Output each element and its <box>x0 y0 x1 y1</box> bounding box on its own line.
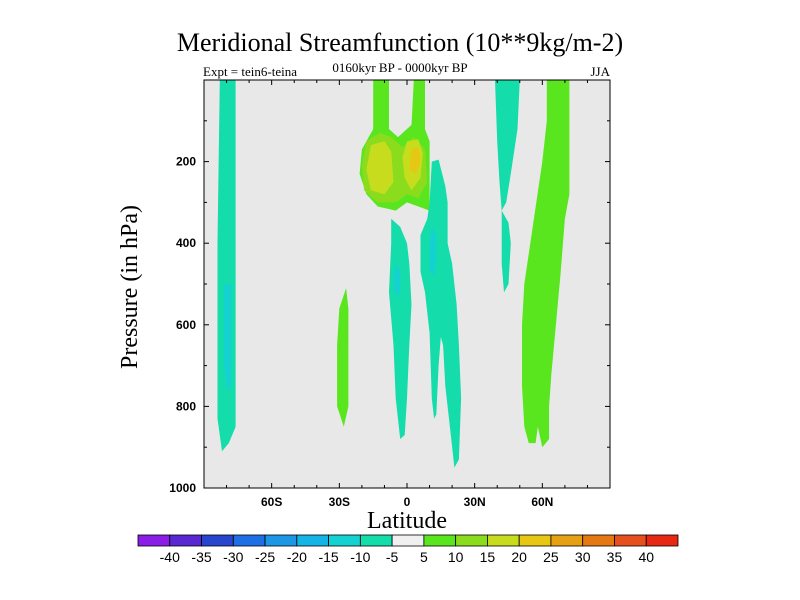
x-tick-label: 0 <box>404 495 411 509</box>
y-tick-label: 200 <box>176 155 196 169</box>
colorbar-label: 35 <box>607 549 623 565</box>
sh-high-lat-negative-column <box>217 80 236 452</box>
x-tick-label: 30N <box>464 495 486 509</box>
colorbar-swatch <box>582 534 615 547</box>
colorbar: -40 -35 -30 -25 -20 -15 -10 -5 5 10 15 20 25 30 35 40 <box>137 534 679 565</box>
nh-mid-positive-band <box>522 80 570 448</box>
colorbar-label: -10 <box>350 549 370 565</box>
colorbar-label: -20 <box>287 549 307 565</box>
colorbar-swatch <box>487 534 520 547</box>
y-tick-label: 800 <box>176 399 196 413</box>
time-range-label: 0160kyr BP - 0000kyr BP <box>332 60 468 75</box>
colorbar-label: -35 <box>191 549 211 565</box>
y-tick-label: 400 <box>176 236 196 250</box>
colorbar-swatch <box>169 534 202 547</box>
colorbar-label: -15 <box>318 549 338 565</box>
experiment-label: Expt = tein6-teina <box>203 64 297 79</box>
colorbar-swatch <box>264 534 298 547</box>
colorbar-swatch <box>391 534 425 547</box>
chart-title: Meridional Streamfunction (10**9kg/m-2) <box>176 28 624 57</box>
y-tick-label: 600 <box>176 318 196 332</box>
colorbar-swatch <box>359 534 393 547</box>
x-axis-title: Latitude <box>367 508 447 534</box>
x-axis-ticks: 60S 30S 0 30N 60N <box>226 80 588 509</box>
colorbar-swatch <box>201 534 234 547</box>
colorbar-label: 10 <box>448 549 464 565</box>
season-label: JJA <box>590 64 610 79</box>
nh-negative-column-low <box>501 210 511 293</box>
x-tick-label: 30S <box>329 495 350 509</box>
colorbar-swatch <box>328 534 361 547</box>
colorbar-label: -5 <box>386 549 399 565</box>
upper-tropical-positive-20a <box>366 141 394 195</box>
colorbar-label: -30 <box>223 549 243 565</box>
colorbar-swatch <box>614 534 647 547</box>
tropical-negative-b-core <box>429 226 437 276</box>
y-axis-ticks: 200 400 600 800 1000 <box>169 120 610 495</box>
colorbar-label: 20 <box>511 549 527 565</box>
colorbar-label: -40 <box>160 549 180 565</box>
colorbar-swatch <box>518 534 552 547</box>
colorbar-label: 30 <box>575 549 591 565</box>
y-axis-title: Pressure (in hPa) <box>117 205 143 369</box>
contour-regions <box>217 80 570 468</box>
colorbar-label: -25 <box>255 549 275 565</box>
x-tick-label: 60S <box>261 495 282 509</box>
colorbar-swatch <box>137 534 171 547</box>
colorbar-label: 5 <box>420 549 428 565</box>
colorbar-swatch <box>550 534 584 547</box>
colorbar-label: 40 <box>638 549 654 565</box>
nh-negative-column-north <box>495 80 520 211</box>
sh-mid-positive-band <box>337 288 349 427</box>
colorbar-swatch <box>423 534 457 547</box>
colorbar-label: 15 <box>480 549 496 565</box>
x-tick-label: 60N <box>531 495 553 509</box>
colorbar-swatch <box>645 534 679 547</box>
colorbar-swatch <box>455 534 488 547</box>
tropical-negative-a-core <box>393 263 401 297</box>
colorbar-label: 25 <box>543 549 559 565</box>
sh-high-lat-negative-core <box>224 284 232 391</box>
colorbar-swatch <box>296 534 329 547</box>
upper-tropical-positive-25 <box>409 147 421 174</box>
y-tick-label: 1000 <box>169 481 196 495</box>
colorbar-swatch <box>232 534 266 547</box>
